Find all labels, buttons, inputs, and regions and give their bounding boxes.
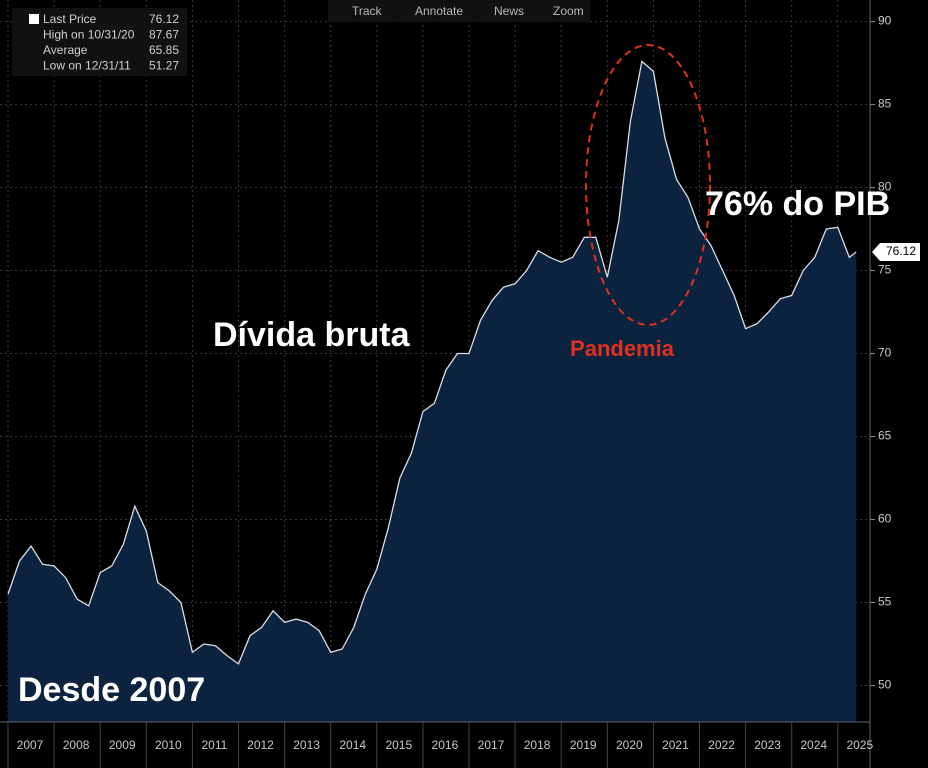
pandemic-ellipse [585,44,711,326]
legend-label: Low on 12/31/11 [43,59,131,73]
legend-value: 76.12 [149,12,179,26]
x-tick-label: 2018 [524,738,551,752]
x-tick-label: 2012 [247,738,274,752]
x-tick-label: 2021 [662,738,689,752]
x-tick-label: 2017 [478,738,505,752]
toolbar-zoom[interactable]: Zoom [553,4,584,18]
x-tick-label: 2009 [109,738,136,752]
y-tick-label: 65 [878,429,892,443]
last-price-badge [872,242,920,261]
y-tick-label: 60 [878,512,892,526]
x-tick-label: 2015 [385,738,412,752]
x-tick-label: 2019 [570,738,597,752]
legend-value: 51.27 [149,59,179,73]
y-tick-label: 80 [878,180,892,194]
line [7,60,857,665]
x-tick-label: 2024 [800,738,827,752]
annotation: Dívida bruta [213,316,411,354]
toolbar-annotate[interactable]: Annotate [415,4,463,18]
x-tick-label: 2016 [432,738,459,752]
x-tick-label: 2007 [17,738,44,752]
annotation: Desde 2007 [18,671,205,709]
legend-value: 87.67 [149,28,179,42]
legend-label: Average [43,43,88,57]
x-axis-band [0,722,870,768]
x-tick-label: 2014 [339,738,366,752]
area [8,61,857,722]
legend-label: Last Price [43,12,97,26]
x-tick-label: 2025 [846,738,873,752]
y-tick-label: 55 [878,595,892,609]
legend-box [12,8,187,76]
legend-label: High on 10/31/20 [43,28,135,42]
y-tick-label: 85 [878,97,892,111]
legend-value: 65.85 [149,43,179,57]
annotation: Pandemia [570,336,675,361]
x-tick-label: 2022 [708,738,735,752]
annotation: 76% do PIB [705,185,890,223]
last-price-label: 76.12 [886,244,916,258]
y-tick-label: 50 [878,678,892,692]
toolbar-news[interactable]: News [494,4,524,18]
x-tick-label: 2011 [201,738,227,752]
x-tick-label: 2023 [754,738,781,752]
x-tick-label: 2008 [63,738,90,752]
x-tick-label: 2020 [616,738,643,752]
y-tick-label: 70 [878,346,892,360]
y-tick-label: 75 [878,263,892,277]
x-tick-label: 2010 [155,738,182,752]
toolbar [328,0,590,22]
y-tick-label: 90 [878,14,892,28]
toolbar-track[interactable]: Track [352,4,383,18]
x-tick-label: 2013 [293,738,320,752]
legend-swatch [29,14,39,24]
